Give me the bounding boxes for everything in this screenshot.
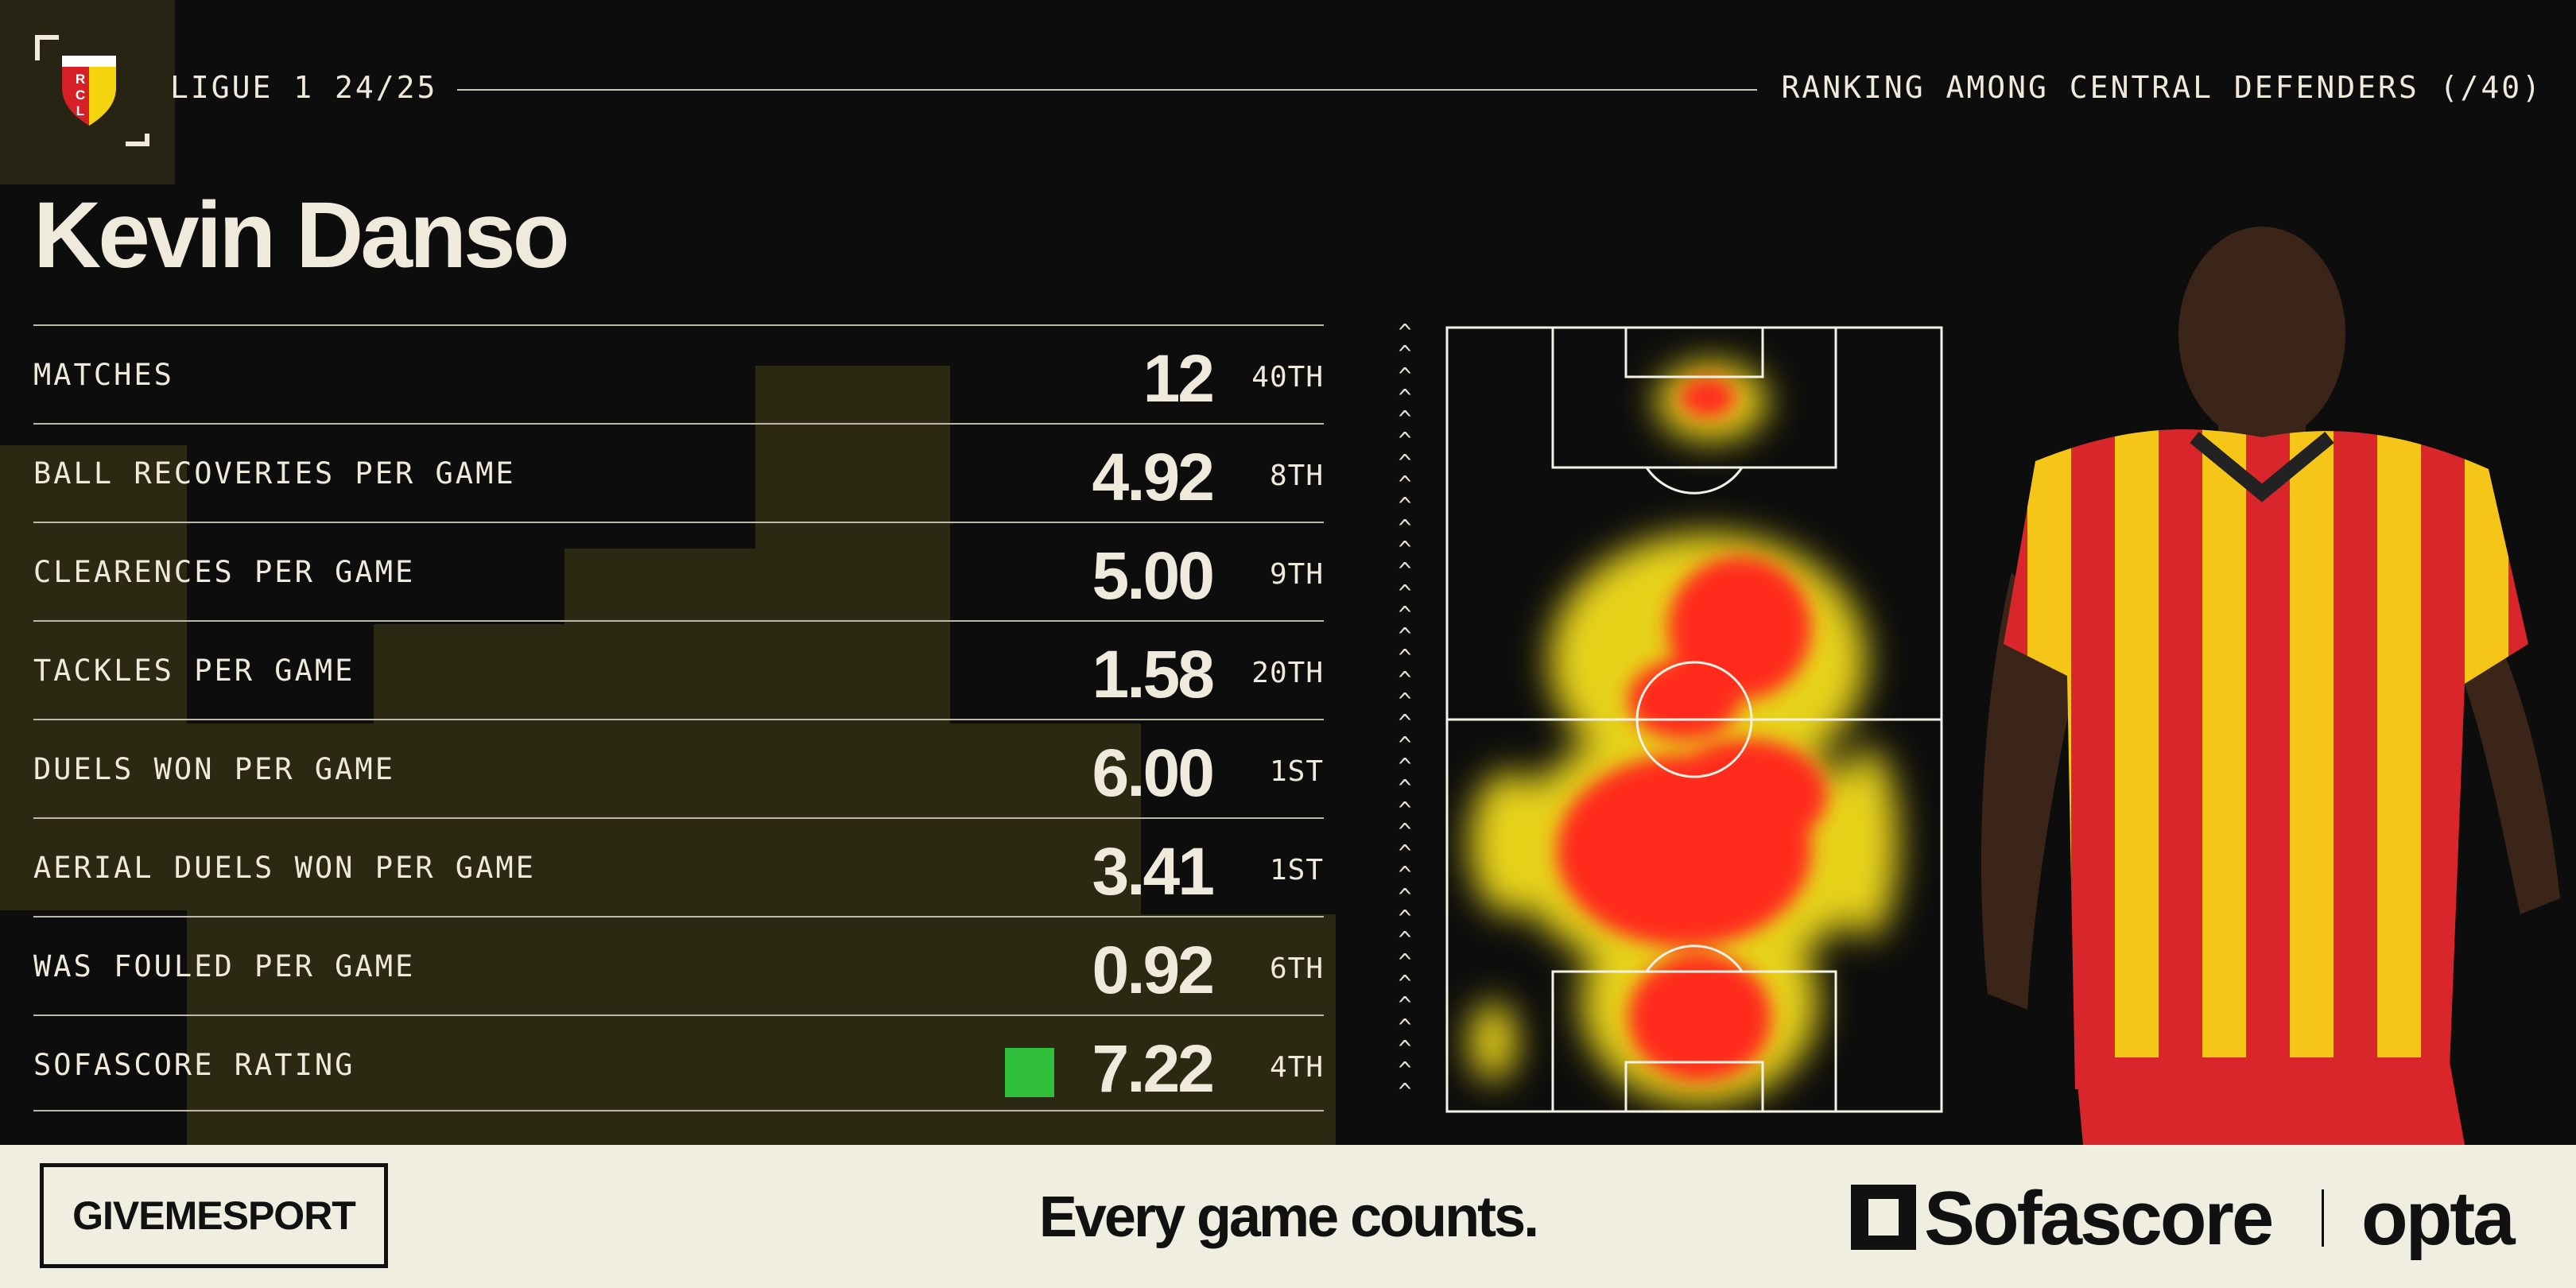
sofascore-logo: Sofascore — [1924, 1176, 2274, 1261]
stat-rank: 8TH — [1269, 460, 1324, 492]
stat-rank: 6TH — [1269, 952, 1324, 985]
tagline: Every game counts. — [1038, 1185, 1539, 1249]
heatmap-pitch — [1445, 326, 1943, 1113]
ranking-context: RANKING AMONG CENTRAL DEFENDERS (/40) — [1781, 70, 2543, 105]
player-name: Kevin Danso — [33, 183, 570, 288]
stat-rank: 9TH — [1269, 558, 1324, 591]
stat-value: 0.92 — [1092, 933, 1215, 1007]
player-photo — [1980, 227, 2560, 1145]
bg-bar — [1141, 914, 1336, 1145]
stat-rank: 4TH — [1269, 1051, 1324, 1084]
crest-letters: RCL — [75, 72, 86, 118]
stat-label: WAS FOULED PER GAME — [33, 949, 416, 983]
stat-label: TACKLES PER GAME — [33, 654, 355, 688]
stat-row: BALL RECOVERIES PER GAME 4.92 8TH — [33, 423, 1324, 522]
stat-value: 5.00 — [1092, 538, 1215, 613]
stat-label: CLEARENCES PER GAME — [33, 555, 416, 589]
opta-logo: opta — [2361, 1176, 2516, 1261]
bg-bar — [564, 549, 755, 1145]
stat-row: MATCHES 12 40TH — [33, 324, 1324, 423]
stat-value: 7.22 — [1092, 1031, 1215, 1106]
stat-rank: 1ST — [1269, 755, 1324, 788]
stat-label: MATCHES — [33, 358, 174, 392]
pitch-lines — [1445, 326, 1943, 1113]
givemesport-logo: GIVEMESPORT — [40, 1163, 388, 1268]
stat-row: TACKLES PER GAME 1.58 20TH — [33, 620, 1324, 719]
stat-value: 4.92 — [1092, 440, 1215, 514]
corner-bracket-icon — [35, 35, 59, 60]
divider — [457, 89, 1757, 91]
stat-label: BALL RECOVERIES PER GAME — [33, 456, 516, 491]
stat-value: 3.41 — [1092, 834, 1215, 909]
competition-label: LIGUE 1 24/25 — [170, 70, 438, 105]
direction-arrows: ^ ^ ^ ^ ^ ^ ^ ^ ^ ^ ^ ^ ^ ^ ^ ^ ^ ^ ^ ^ ^ ^ ^ ^ ^ ^ ^ ^ ^ ^ ^ ^ ^ ^ ^ ^ — [1398, 319, 1412, 1105]
stat-row: AERIAL DUELS WON PER GAME 3.41 1ST — [33, 817, 1324, 916]
stat-rank: 40TH — [1251, 361, 1324, 394]
corner-bracket-icon — [126, 134, 149, 146]
heatmap-red — [1557, 378, 1827, 1081]
stat-label: SOFASCORE RATING — [33, 1048, 355, 1082]
stat-row: CLEARENCES PER GAME 5.00 9TH — [33, 522, 1324, 620]
divider — [2322, 1189, 2324, 1247]
bg-bar — [374, 624, 564, 1145]
stat-row: DUELS WON PER GAME 6.00 1ST — [33, 719, 1324, 817]
stat-value: 12 — [1143, 341, 1215, 416]
rc-lens-crest-icon — [62, 56, 116, 126]
sofascore-logo-icon — [1851, 1185, 1916, 1250]
stat-label: AERIAL DUELS WON PER GAME — [33, 851, 536, 885]
stat-rank: 1ST — [1269, 854, 1324, 886]
club-logo: RCL — [32, 32, 151, 151]
bg-bar — [187, 724, 374, 1145]
stat-label: DUELS WON PER GAME — [33, 752, 395, 786]
stat-row: WAS FOULED PER GAME 0.92 6TH — [33, 916, 1324, 1014]
footer — [0, 1145, 2576, 1288]
table-bottom-line — [33, 1110, 1324, 1111]
stat-row: SOFASCORE RATING 7.22 4TH — [33, 1014, 1324, 1113]
rating-color-badge — [1005, 1048, 1054, 1097]
stat-rank: 20TH — [1251, 657, 1324, 689]
stat-value: 6.00 — [1092, 735, 1215, 810]
stat-value: 1.58 — [1092, 637, 1215, 712]
